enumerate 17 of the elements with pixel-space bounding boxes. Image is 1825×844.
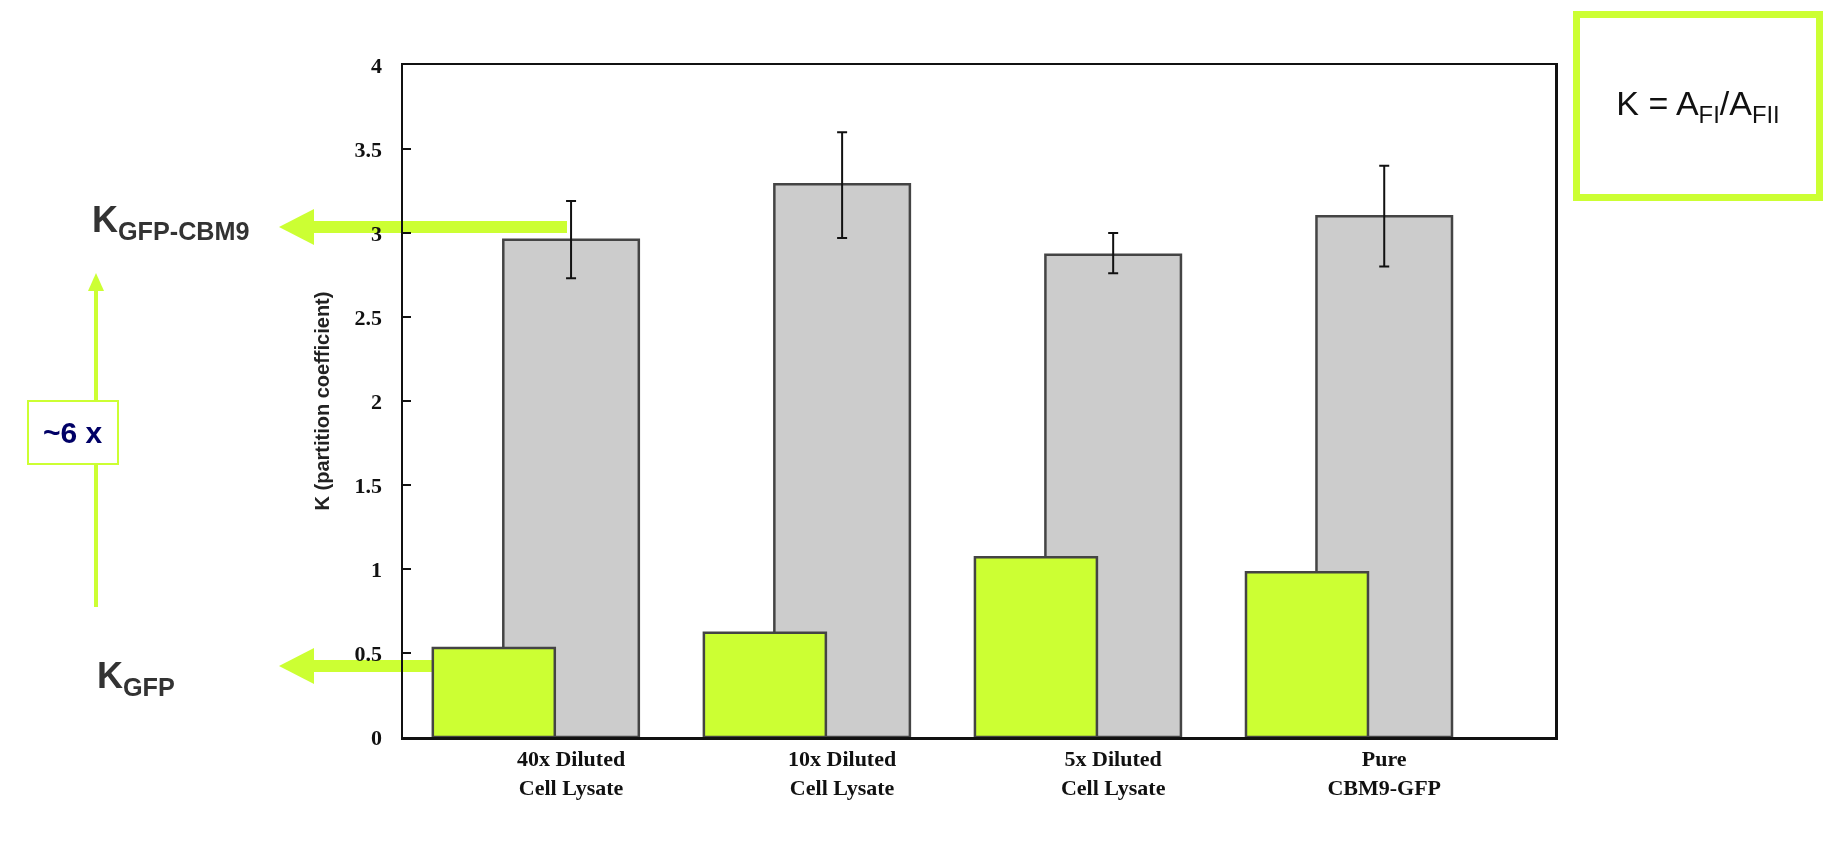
y-tick-label: 1 — [371, 556, 383, 582]
text: K$_{GFP-CBM9}$ — [92, 199, 250, 245]
x-tick-label: 40x Diluted Cell Lysate — [516, 745, 626, 800]
y-tick-label: 2 — [371, 388, 383, 414]
y-tick-label: 2.5 — [354, 304, 383, 330]
y-tick-label: 1.5 — [354, 472, 383, 498]
y-tick-label: 3.5 — [354, 136, 383, 162]
text: K$_{GFP}$ — [97, 655, 175, 701]
x-tick-label: Pure CBM9-GFP — [1327, 745, 1442, 800]
y-axis-title: K (partition coefficient) — [310, 291, 333, 511]
x-tick-label: 10x Diluted Cell Lysate — [788, 745, 897, 800]
y-tick-label: 0.5 — [354, 640, 383, 666]
text: K = A$_{FI}$/A$_{FII}$ — [1616, 84, 1780, 128]
y-tick-label: 0 — [371, 724, 383, 750]
y-tick-label: 4 — [371, 52, 383, 78]
text: ~6 x — [43, 416, 103, 449]
x-tick-label: 5x Diluted Cell Lysate — [1060, 745, 1166, 800]
